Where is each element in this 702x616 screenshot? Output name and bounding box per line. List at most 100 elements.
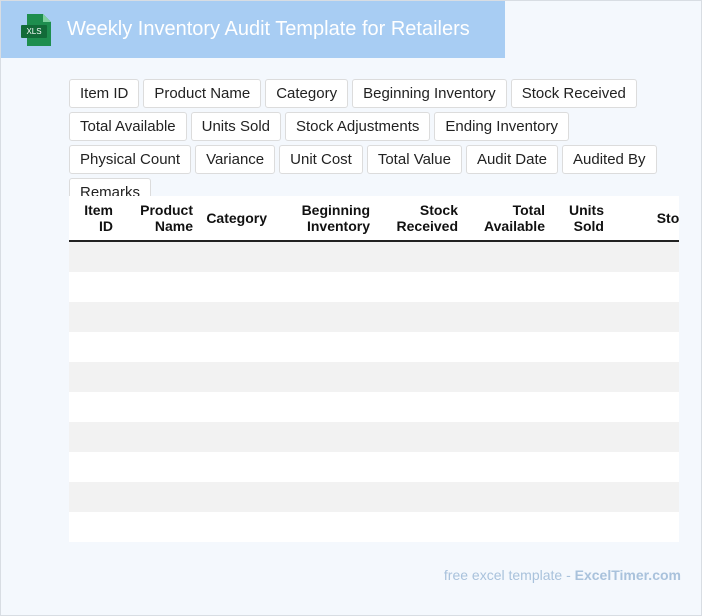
column-header: Stock Adjustments	[610, 196, 679, 242]
table-cell	[119, 452, 199, 482]
table-cell	[199, 302, 273, 332]
tag[interactable]: Beginning Inventory	[352, 79, 507, 108]
table-cell	[610, 422, 679, 452]
table-cell	[273, 241, 376, 272]
table-cell	[199, 422, 273, 452]
table-row	[69, 302, 679, 332]
table-cell	[551, 241, 610, 272]
table-cell	[273, 482, 376, 512]
table-cell	[69, 452, 119, 482]
tag[interactable]: Category	[265, 79, 349, 108]
table-cell	[199, 241, 273, 272]
table-cell	[551, 362, 610, 392]
tag[interactable]: Stock Adjustments	[285, 112, 431, 141]
table-cell	[69, 241, 119, 272]
table-cell	[119, 482, 199, 512]
tag[interactable]: Variance	[195, 145, 276, 174]
table-cell	[273, 392, 376, 422]
table-cell	[69, 512, 119, 542]
table-cell	[199, 512, 273, 542]
table-cell	[551, 302, 610, 332]
table-cell	[199, 272, 273, 302]
table-cell	[551, 392, 610, 422]
table-cell	[551, 422, 610, 452]
table-row	[69, 422, 679, 452]
table-cell	[610, 332, 679, 362]
header-bar: XLS Weekly Inventory Audit Template for …	[1, 1, 505, 58]
table-cell	[610, 272, 679, 302]
table-cell	[119, 392, 199, 422]
table-cell	[376, 362, 464, 392]
table-cell	[119, 362, 199, 392]
table-cell	[551, 332, 610, 362]
table-cell	[273, 452, 376, 482]
column-header: Total Available	[464, 196, 551, 242]
table-cell	[119, 272, 199, 302]
tag[interactable]: Physical Count	[69, 145, 192, 174]
tag[interactable]: Total Available	[69, 112, 187, 141]
tag[interactable]: Product Name	[143, 79, 262, 108]
table-cell	[199, 332, 273, 362]
table-cell	[199, 482, 273, 512]
table-cell	[376, 272, 464, 302]
table-cell	[610, 362, 679, 392]
column-header: Category	[199, 196, 273, 242]
table-cell	[464, 452, 551, 482]
table-cell	[199, 452, 273, 482]
table-cell	[69, 392, 119, 422]
table-cell	[610, 512, 679, 542]
table-cell	[610, 392, 679, 422]
column-header: Stock Received	[376, 196, 464, 242]
table-cell	[69, 332, 119, 362]
table-cell	[464, 482, 551, 512]
footer-text: free excel template -	[443, 567, 571, 583]
table-row	[69, 272, 679, 302]
table-cell	[69, 362, 119, 392]
table-row	[69, 362, 679, 392]
table-cell	[273, 302, 376, 332]
tag[interactable]: Ending Inventory	[434, 112, 569, 141]
table-cell	[464, 241, 551, 272]
tag[interactable]: Audit Date	[465, 145, 558, 174]
column-header: Product Name	[119, 196, 199, 242]
column-header: Beginning Inventory	[273, 196, 376, 242]
table-cell	[464, 512, 551, 542]
tag[interactable]: Total Value	[366, 145, 462, 174]
tag[interactable]: Stock Received	[510, 79, 637, 108]
table-cell	[119, 302, 199, 332]
tag-list: Item ID Product Name Category Beginning Inv…	[69, 79, 693, 207]
table-cell	[273, 332, 376, 362]
column-header: Item ID	[69, 196, 119, 242]
table-cell	[376, 392, 464, 422]
tag[interactable]: Unit Cost	[279, 145, 363, 174]
table-cell	[69, 422, 119, 452]
table-cell	[119, 422, 199, 452]
table-cell	[69, 272, 119, 302]
footer-site[interactable]: ExcelTimer.com	[574, 567, 681, 583]
table-cell	[273, 422, 376, 452]
audit-table: Item ID Product Name Category Beginning Inv…	[69, 196, 679, 542]
table-row	[69, 452, 679, 482]
table-cell	[610, 241, 679, 272]
table-cell	[551, 482, 610, 512]
table-cell	[376, 302, 464, 332]
table-cell	[199, 392, 273, 422]
tag[interactable]: Item ID	[69, 79, 140, 108]
table-container: Item ID Product Name Category Beginning Inv…	[69, 196, 679, 542]
tag[interactable]: Audited By	[562, 145, 657, 174]
table-cell	[610, 302, 679, 332]
table-cell	[273, 512, 376, 542]
icon-label: XLS	[26, 27, 41, 36]
xls-icon: XLS	[21, 14, 51, 46]
table-cell	[69, 482, 119, 512]
table-cell	[199, 362, 273, 392]
table-cell	[551, 452, 610, 482]
table-cell	[119, 332, 199, 362]
table-cell	[69, 302, 119, 332]
tag[interactable]: Units Sold	[190, 112, 281, 141]
table-row	[69, 332, 679, 362]
table-cell	[551, 512, 610, 542]
header-row: Item ID Product Name Category Beginning Inv…	[69, 196, 679, 242]
table-cell	[464, 392, 551, 422]
